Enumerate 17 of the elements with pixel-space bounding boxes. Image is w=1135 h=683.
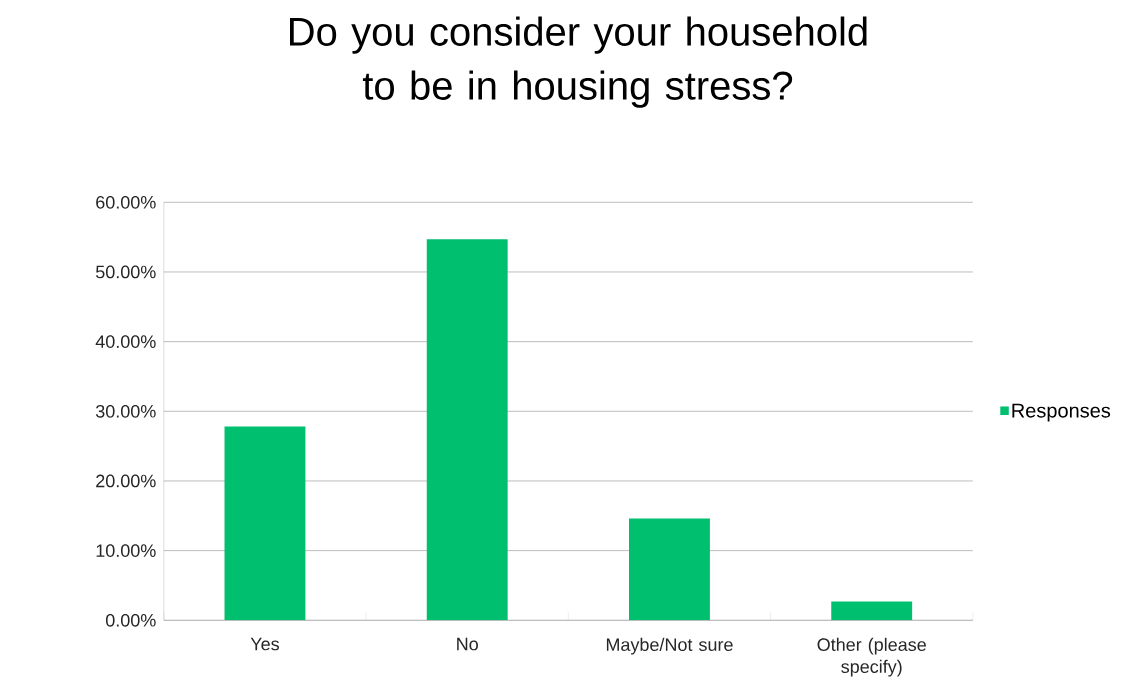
y-tick-label: 50.00% — [95, 265, 156, 279]
x-tick-label: No — [457, 637, 478, 651]
y-tick-label: 40.00% — [95, 335, 156, 348]
y-tick-label: 30.00% — [95, 404, 156, 418]
x-tick-label: Yes — [250, 637, 279, 651]
x-tick-label: Maybe/Not sure — [606, 637, 733, 655]
bar — [224, 426, 306, 621]
bar — [831, 601, 913, 621]
bar — [629, 518, 710, 621]
y-tick-label: 0.00% — [105, 613, 156, 627]
legend-label: Responses — [1012, 403, 1111, 422]
y-tick-label: 60.00% — [96, 195, 156, 209]
chart-title: Do you consider your household to be in housing stress? — [290, 16, 867, 108]
bar — [426, 239, 508, 621]
y-tick-label: 10.00% — [96, 544, 156, 557]
x-tick-label: Other (please specify) — [817, 637, 926, 677]
y-tick-label: 20.00% — [96, 474, 156, 488]
